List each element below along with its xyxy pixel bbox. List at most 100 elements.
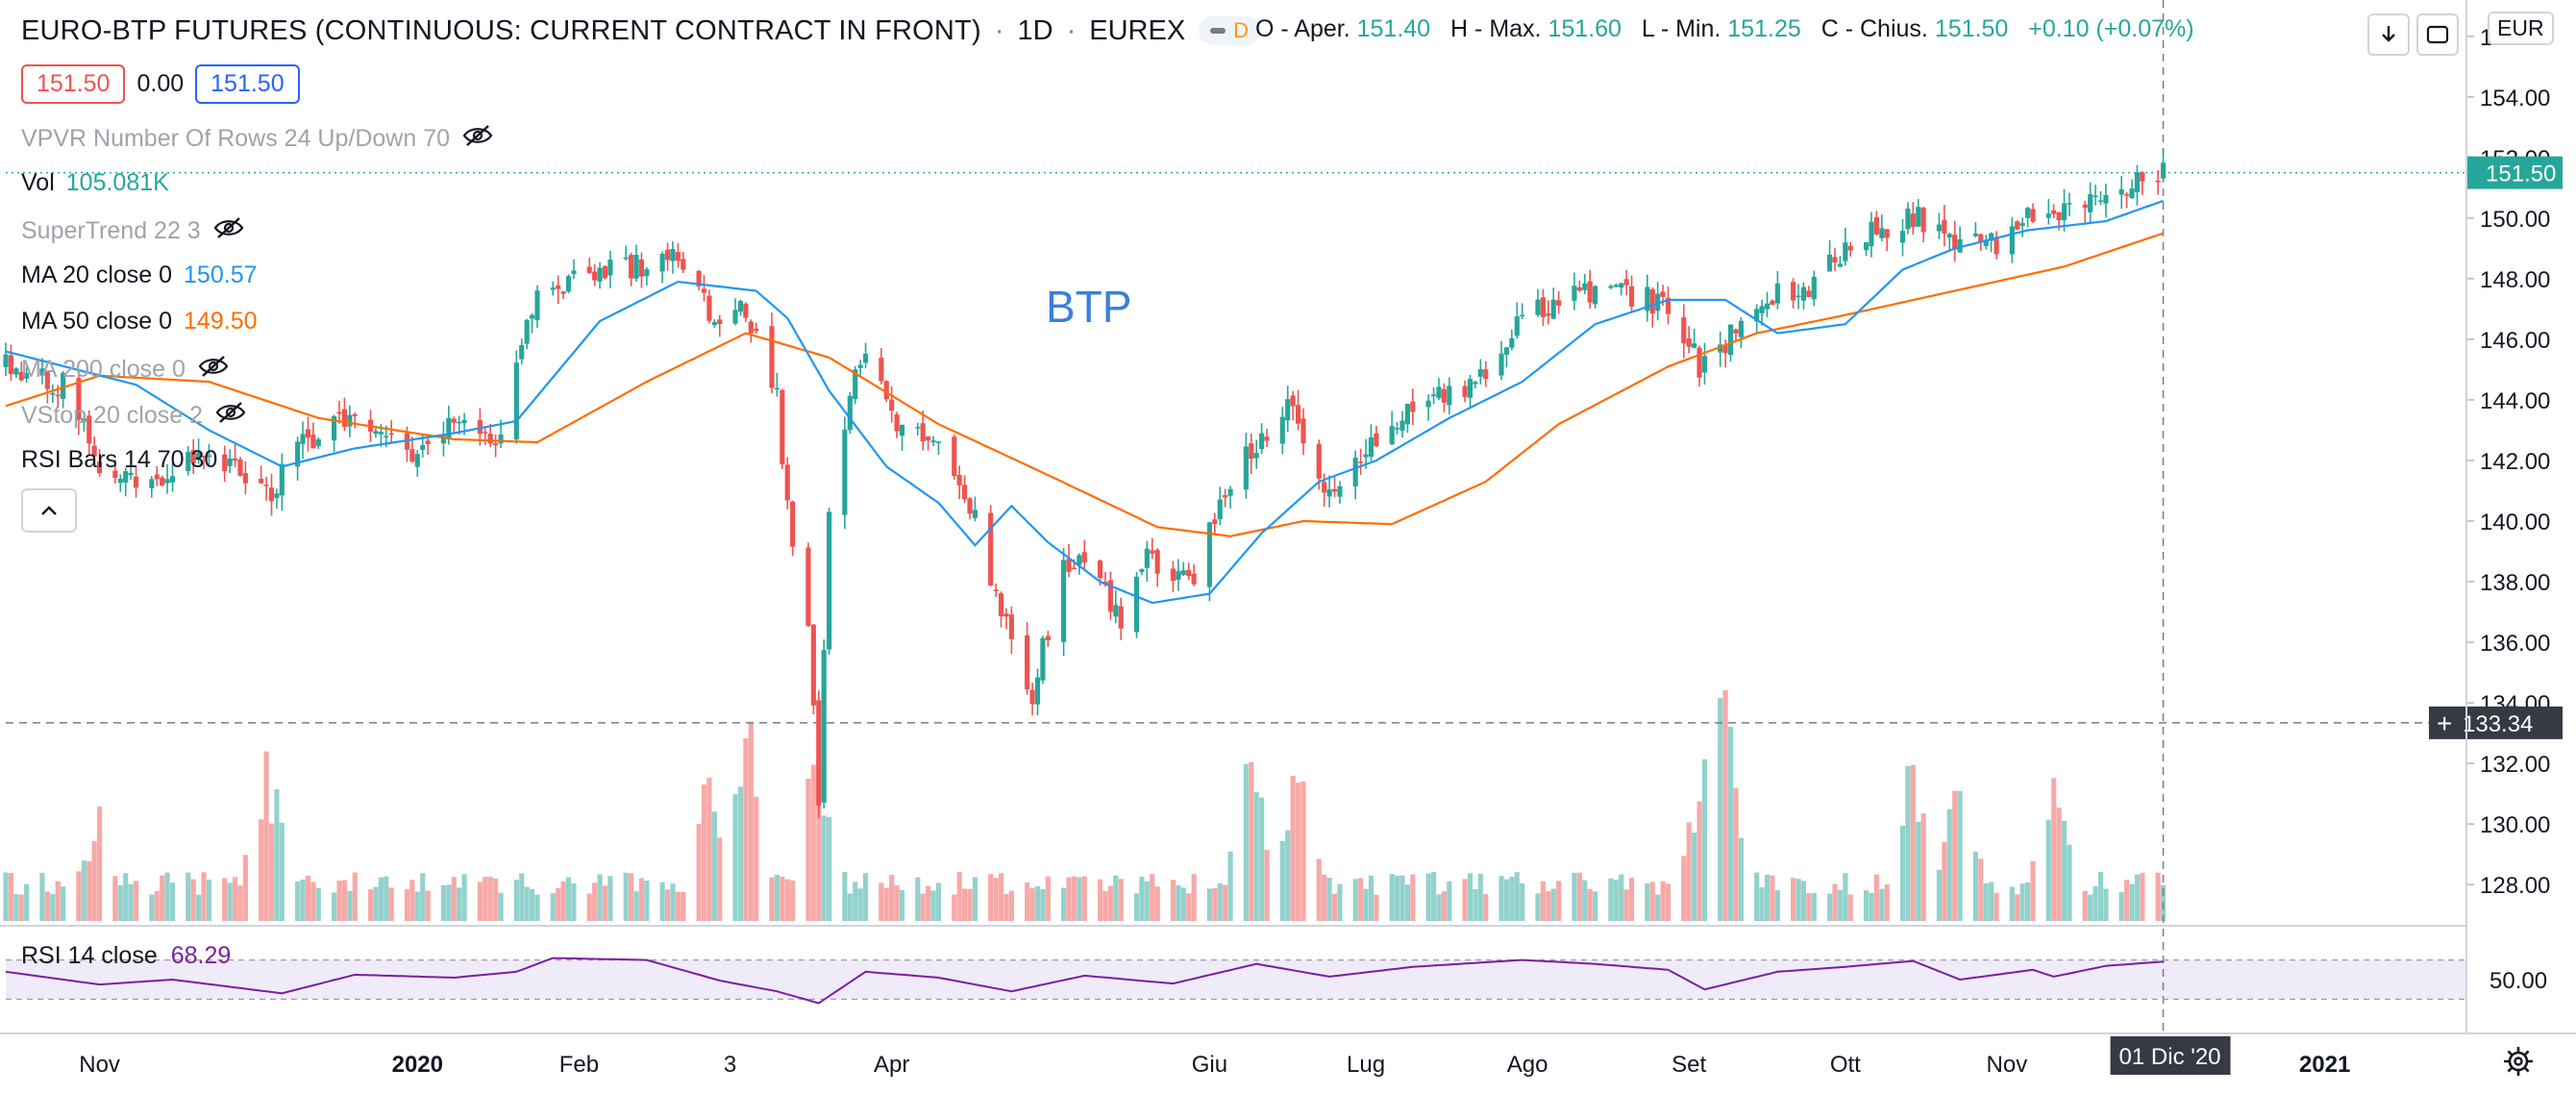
indicator-ma20[interactable]: MA 20 close 0 150.57 [21,261,258,289]
candle-body [420,445,426,451]
candle-body [706,295,712,321]
volume-bar [446,884,452,921]
visibility-toggle[interactable] [212,215,245,247]
volume-bar [1910,764,1916,921]
volume-bar [2045,819,2051,921]
indicator-vstop[interactable]: VStop 20 close 2 [21,400,247,432]
candle-body [206,455,212,458]
fullscreen-button[interactable] [2416,13,2459,56]
currency-button[interactable]: EUR [2488,12,2554,45]
candle-body [440,435,446,444]
volume-bar [1040,888,1046,921]
indicator-rsibars[interactable]: RSI Bars 14 70 30 [21,446,217,474]
candle-body [717,319,723,324]
volume-bar [1300,782,1306,921]
candle-body [1113,605,1119,617]
volume-bar [1946,808,1952,921]
candle-body [1410,401,1416,412]
volume-bar [675,891,681,921]
interval-label[interactable]: 1D [1017,14,1053,46]
candle-body [341,409,347,428]
volume-bar [315,887,321,921]
indicator-vol[interactable]: Vol 105.081K [21,169,169,197]
candle-body [2056,211,2062,221]
candle-body [1942,219,1947,234]
volume-bar [2015,894,2020,921]
candle-body [1910,213,1916,228]
candle-body [1191,573,1197,584]
collapse-legend-button[interactable] [21,488,77,533]
indicator-ma200[interactable]: MA 200 close 0 [21,354,230,385]
volume-bar [1978,858,1984,921]
eye-off-icon[interactable] [212,215,245,240]
ohlc-high-label: Max. [1489,15,1542,42]
candle-body [530,314,535,319]
candle-body [592,271,598,281]
visibility-toggle[interactable] [461,123,494,155]
price-boxes: 151.50 0.00 151.50 [21,64,300,104]
candle-body [1727,324,1734,356]
candle-body [1791,282,1796,301]
visibility-toggle[interactable] [197,354,230,385]
volume-bar [1754,872,1760,921]
volume-bar [1441,891,1447,921]
candle-body [1884,229,1890,238]
candle-body [1576,286,1582,291]
symbol-title[interactable]: EURO-BTP FUTURES (CONTINUOUS: CURRENT CO… [21,14,981,46]
indicator-supertrend[interactable]: SuperTrend 22 3 [21,215,245,247]
volume-bar [607,876,613,921]
volume-bar [988,874,994,921]
volume-bar [2067,844,2072,921]
volume-bar [1186,893,1192,921]
indicator-value: 105.081K [65,169,169,196]
candle-body [1905,208,1911,230]
indicator-ma50[interactable]: MA 50 close 0 149.50 [21,308,258,336]
volume-bar [1722,690,1728,921]
candle-body [91,445,97,457]
candle-body [305,429,311,438]
volume-bar [1550,888,1556,921]
candle-body [1722,345,1728,354]
candle-body [1613,285,1619,287]
eye-off-icon[interactable] [214,400,247,425]
volume-bar [681,891,686,921]
rsi-line [5,957,2164,1005]
volume-bar [1520,883,1525,921]
download-button[interactable] [2367,13,2410,56]
volume-bar [268,823,275,921]
candle-body [1227,488,1233,496]
candle-body [1796,295,1801,298]
candle-body [451,418,457,423]
candle-body [227,458,233,466]
candle-body [853,369,858,400]
eye-off-icon[interactable] [197,354,230,379]
settings-button[interactable] [2499,1042,2538,1081]
buy-price-box[interactable]: 151.50 [195,64,300,104]
candle-body [681,259,686,270]
volume-bar [24,883,30,921]
visibility-toggle[interactable] [214,400,247,432]
indicator-label: SuperTrend 22 3 [21,217,201,244]
eye-off-icon[interactable] [461,123,494,148]
delayed-badge[interactable]: D [1199,16,1261,45]
candle-body [295,441,301,467]
volume-bar [1738,837,1744,921]
volume-bar [409,880,415,921]
volume-bar [2103,888,2109,921]
volume-bar [1791,878,1796,921]
chart-annotation-text[interactable]: BTP [1046,282,1132,332]
plus-icon[interactable]: + [2437,709,2452,738]
volume-bar [1483,894,1489,921]
candle-body [623,257,629,260]
candle-body [2061,203,2068,221]
candle-body [1619,283,1624,288]
volume-bar [1212,887,1218,921]
volume-bar [1796,879,1801,921]
candle-body [1608,286,1614,288]
volume-bar [279,822,285,921]
candle-body [1118,606,1124,629]
volume-bar [1582,880,1588,921]
indicator-vpvr[interactable]: VPVR Number Of Rows 24 Up/Down 70 [21,123,494,155]
sell-price-box[interactable]: 151.50 [21,64,126,104]
